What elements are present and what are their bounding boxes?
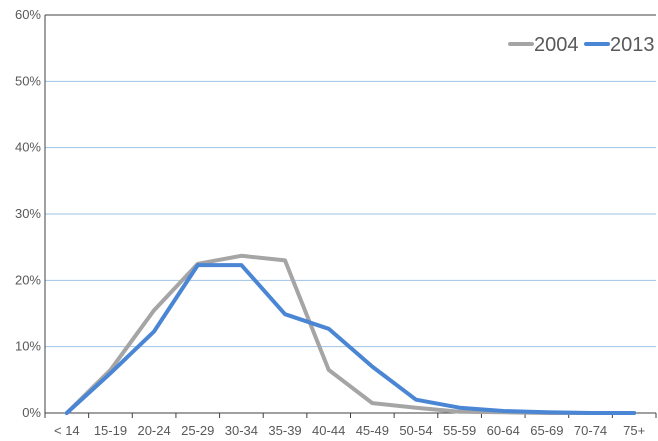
x-tick-label: 35-39	[268, 423, 301, 438]
x-tick-label: 25-29	[181, 423, 214, 438]
y-tick-label: 20%	[15, 272, 41, 287]
x-tick-label: 45-49	[356, 423, 389, 438]
y-tick-label: 50%	[15, 73, 41, 88]
x-tick-label: 30-34	[225, 423, 258, 438]
legend: 2004 2013	[508, 34, 655, 56]
series-line-2013	[64, 263, 637, 415]
legend-label-2013: 2013	[610, 34, 655, 56]
x-tick-label: 60-64	[487, 423, 520, 438]
y-tick-label: 0%	[22, 405, 41, 420]
y-tick-label: 40%	[15, 140, 41, 155]
x-tick-label: 55-59	[443, 423, 476, 438]
x-tick-label: 65-69	[530, 423, 563, 438]
x-tick-label: 50-54	[399, 423, 432, 438]
x-tick-label: < 14	[54, 423, 80, 438]
x-tick-label: 75+	[623, 423, 645, 438]
series-lines	[64, 253, 637, 415]
y-tick-label: 60%	[15, 7, 41, 22]
x-tick-label: 15-19	[94, 423, 127, 438]
axes	[44, 14, 657, 418]
y-tick-label: 30%	[15, 206, 41, 221]
x-tick-label: 20-24	[137, 423, 170, 438]
legend-label-2004: 2004	[534, 34, 579, 56]
y-tick-label: 10%	[15, 339, 41, 354]
y-tick-labels: 0% 10% 20% 30% 40% 50% 60%	[15, 7, 41, 420]
gridlines	[45, 14, 656, 348]
x-tick-label: 40-44	[312, 423, 345, 438]
x-tick-label: 70-74	[574, 423, 607, 438]
x-tick-labels: < 14 15-19 20-24 25-29 30-34 35-39 40-44 45-49 5…	[54, 423, 645, 438]
